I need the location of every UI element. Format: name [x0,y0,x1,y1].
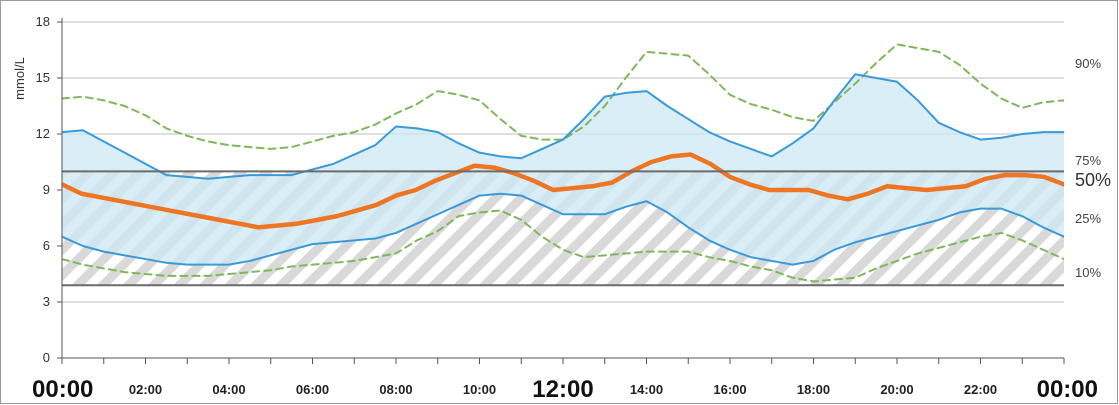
quartile-band [62,74,1064,265]
y-tick-label: 18 [36,14,50,29]
series-line-75 [62,73,1064,180]
x-tick-label: 08:00 [379,382,412,397]
series-lines [62,43,1064,283]
x-tick-label: 02:00 [129,382,162,397]
percentile-label-75: 75% [1075,153,1101,168]
series-line-50 [62,152,1064,230]
percentile-label-25: 25% [1075,211,1101,226]
y-tick-label: 12 [36,126,50,141]
labels: mmol/L 90% 75% 50% 25% 10% [12,56,1111,280]
percentile-label-50: 50% [1075,170,1111,190]
interquartile-fill [62,74,1064,265]
x-tick-label: 14:00 [630,382,663,397]
y-axis-label: mmol/L [12,57,27,100]
percentile-label-90: 90% [1075,56,1101,71]
x-tick-label: 16:00 [713,382,746,397]
x-tick-label: 12:00 [532,376,593,403]
x-tick-label: 06:00 [296,382,329,397]
y-tick-label: 3 [43,294,50,309]
percentile-label-10: 10% [1075,265,1101,280]
x-tick-label: 00:00 [32,376,93,403]
y-tick-label: 6 [43,238,50,253]
x-tick-label: 00:00 [1037,376,1098,403]
axes: 0 3 6 9 12 15 18 00:00 02:00 04:00 06:00 08:00 10:00… [32,14,1098,403]
y-tick-label: 0 [43,350,50,365]
x-tick-label: 18:00 [797,382,830,397]
series-line-90 [62,43,1064,150]
y-tick-label: 9 [43,182,50,197]
x-tick-label: 10:00 [463,382,496,397]
target-range-lines [62,170,1064,287]
x-tick-label: 04:00 [212,382,245,397]
series-line-10 [62,209,1064,283]
series-line-25 [62,192,1064,266]
y-tick-label: 15 [36,70,50,85]
x-tick-label: 22:00 [964,382,997,397]
x-tick-label: 20:00 [880,382,913,397]
